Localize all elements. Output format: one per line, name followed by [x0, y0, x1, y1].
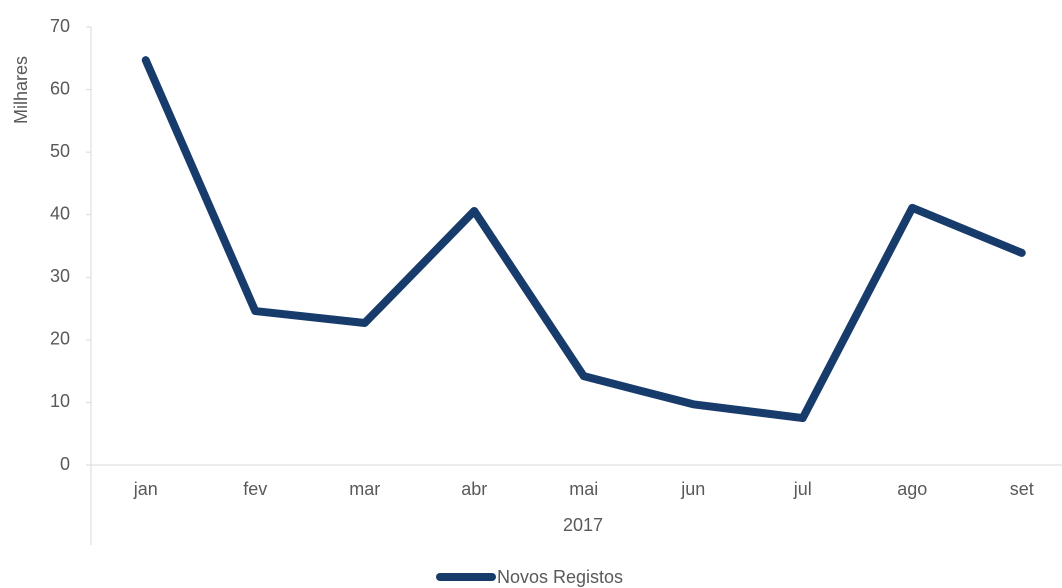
x-tick-label: ago — [897, 479, 927, 499]
x-tick-label: fev — [243, 479, 267, 499]
y-tick-label: 40 — [50, 203, 70, 223]
x-tick-label: jun — [680, 479, 705, 499]
y-tick-label: 70 — [50, 16, 70, 36]
x-tick-label: jul — [793, 479, 812, 499]
y-tick-label: 10 — [50, 391, 70, 411]
y-tick-label: 50 — [50, 141, 70, 161]
x-tick-label: mai — [569, 479, 598, 499]
y-tick-label: 30 — [50, 266, 70, 286]
legend-label: Novos Registos — [497, 567, 623, 587]
y-tick-label: 0 — [60, 454, 70, 474]
y-axis-label: Milhares — [11, 56, 31, 124]
x-tick-label: abr — [461, 479, 487, 499]
y-tick-label: 60 — [50, 78, 70, 98]
data-line — [141, 56, 1026, 423]
x-tick-label: mar — [349, 479, 380, 499]
x-axis-label: 2017 — [563, 515, 603, 535]
y-tick-label: 20 — [50, 329, 70, 349]
x-tick-label: jan — [133, 479, 158, 499]
x-tick-label: set — [1010, 479, 1034, 499]
